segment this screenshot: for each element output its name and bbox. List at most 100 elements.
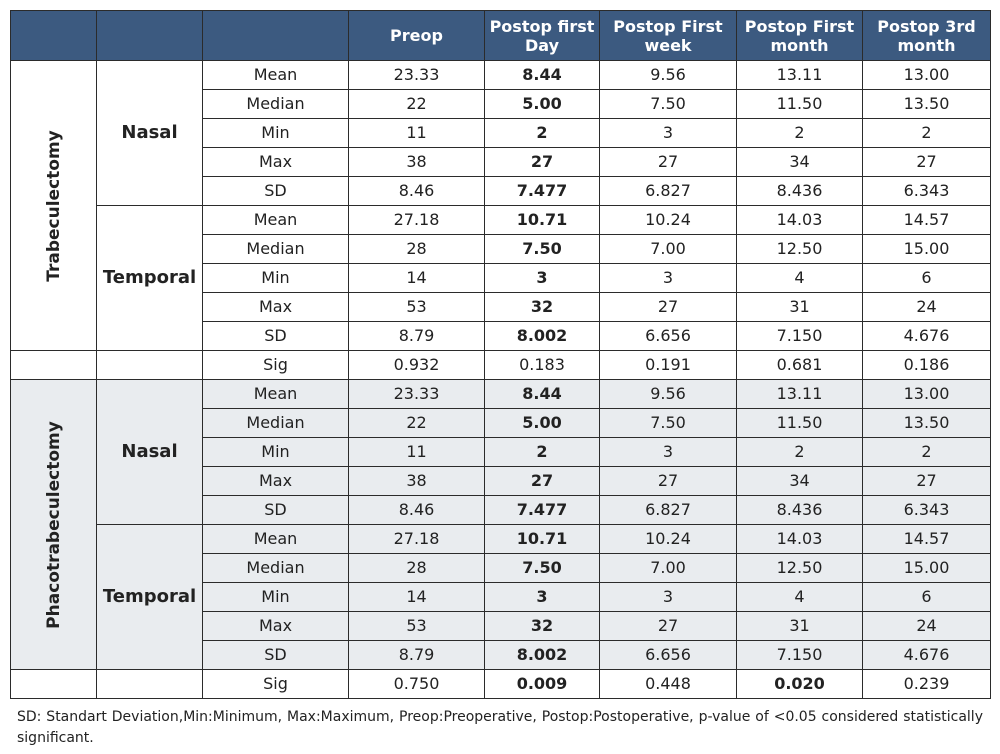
value-cell: 14.57: [862, 524, 991, 554]
value-cell: 10.24: [599, 205, 737, 235]
stat-label: Sig: [202, 350, 349, 380]
stat-label: Min: [202, 437, 349, 467]
stat-label: Min: [202, 118, 349, 148]
header-postop-first-month: Postop First month: [736, 10, 863, 61]
sig-value-cell: 0.932: [348, 350, 485, 380]
stat-label: SD: [202, 321, 349, 351]
table-row: Median 28 7.50 7.00 12.50 15.00: [11, 553, 991, 583]
table-row: Median 22 5.00 7.50 11.50 13.50: [11, 89, 991, 119]
value-cell: 8.44: [484, 379, 600, 409]
header-empty-1: [10, 10, 97, 61]
value-cell: 9.56: [599, 60, 737, 90]
value-cell: 23.33: [348, 379, 485, 409]
value-cell: 7.50: [599, 408, 737, 438]
value-cell: 4: [736, 263, 863, 293]
stat-label: Mean: [202, 60, 349, 90]
value-cell: 15.00: [862, 234, 991, 264]
value-cell: 7.150: [736, 640, 863, 670]
empty-cell: [96, 669, 203, 699]
value-cell: 4: [736, 582, 863, 612]
value-cell: 8.79: [348, 640, 485, 670]
value-cell: 7.477: [484, 495, 600, 525]
value-cell: 6.343: [862, 176, 991, 206]
value-cell: 2: [862, 118, 991, 148]
value-cell: 27: [862, 147, 991, 177]
table-row: Max 38 27 27 34 27: [11, 466, 991, 496]
subgroup-label: Temporal: [96, 524, 203, 670]
value-cell: 22: [348, 89, 485, 119]
stat-label: SD: [202, 640, 349, 670]
group-label: Trabeculectomy: [10, 60, 97, 351]
value-cell: 3: [484, 263, 600, 293]
stat-label: SD: [202, 176, 349, 206]
stat-label: Max: [202, 147, 349, 177]
value-cell: 28: [348, 234, 485, 264]
value-cell: 3: [599, 118, 737, 148]
value-cell: 27.18: [348, 524, 485, 554]
stat-label: Max: [202, 466, 349, 496]
value-cell: 14: [348, 263, 485, 293]
value-cell: 32: [484, 292, 600, 322]
value-cell: 23.33: [348, 60, 485, 90]
footnote: SD: Standart Deviation,Min:Minimum, Max:…: [17, 709, 983, 746]
value-cell: 6.656: [599, 321, 737, 351]
empty-cell: [10, 350, 97, 380]
empty-cell: [96, 350, 203, 380]
value-cell: 38: [348, 466, 485, 496]
group-label-text: Phacotrabeculectomy: [43, 420, 64, 629]
table-row: Max 53 32 27 31 24: [11, 611, 991, 641]
stat-label: Median: [202, 234, 349, 264]
subgroup-label: Temporal: [96, 205, 203, 351]
stat-label: Median: [202, 89, 349, 119]
stat-label: Min: [202, 263, 349, 293]
results-table: Preop Postop first Day Postop First week…: [10, 10, 991, 699]
value-cell: 7.00: [599, 234, 737, 264]
value-cell: 6: [862, 263, 991, 293]
value-cell: 12.50: [736, 234, 863, 264]
value-cell: 31: [736, 611, 863, 641]
value-cell: 7.150: [736, 321, 863, 351]
table-row: SD 8.79 8.002 6.656 7.150 4.676: [11, 640, 991, 670]
value-cell: 3: [599, 263, 737, 293]
header-empty-2: [96, 10, 203, 61]
table-row: SD 8.79 8.002 6.656 7.150 4.676: [11, 321, 991, 351]
value-cell: 6.827: [599, 495, 737, 525]
value-cell: 27: [862, 466, 991, 496]
table-row: Median 28 7.50 7.00 12.50 15.00: [11, 234, 991, 264]
value-cell: 27: [484, 466, 600, 496]
value-cell: 32: [484, 611, 600, 641]
subgroup-label: Nasal: [96, 60, 203, 206]
value-cell: 38: [348, 147, 485, 177]
value-cell: 13.50: [862, 89, 991, 119]
value-cell: 8.46: [348, 495, 485, 525]
sig-value-cell: 0.186: [862, 350, 991, 380]
empty-cell: [10, 669, 97, 699]
stat-label: Mean: [202, 524, 349, 554]
table-row: Min 14 3 3 4 6: [11, 582, 991, 612]
sig-value-cell: 0.183: [484, 350, 600, 380]
value-cell: 27: [599, 611, 737, 641]
stat-label: SD: [202, 495, 349, 525]
table-row: Min 11 2 3 2 2: [11, 118, 991, 148]
value-cell: 13.11: [736, 60, 863, 90]
value-cell: 11.50: [736, 89, 863, 119]
value-cell: 14.03: [736, 524, 863, 554]
header-empty-3: [202, 10, 349, 61]
table-row: Phacotrabeculectomy Nasal Mean 23.33 8.44 9.5…: [10, 379, 991, 670]
value-cell: 34: [736, 466, 863, 496]
table-row: Max 38 27 27 34 27: [11, 147, 991, 177]
stat-label: Mean: [202, 205, 349, 235]
header-preop: Preop: [348, 10, 485, 61]
value-cell: 6.827: [599, 176, 737, 206]
value-cell: 34: [736, 147, 863, 177]
value-cell: 13.00: [862, 60, 991, 90]
value-cell: 5.00: [484, 89, 600, 119]
value-cell: 7.477: [484, 176, 600, 206]
value-cell: 7.00: [599, 553, 737, 583]
value-cell: 7.50: [484, 553, 600, 583]
value-cell: 11: [348, 118, 485, 148]
table-row: Temporal Mean 27.18 10.71 10.24 14.03 14.57: [11, 524, 991, 670]
group-label: Phacotrabeculectomy: [10, 379, 97, 670]
value-cell: 27: [599, 466, 737, 496]
stat-label: Max: [202, 611, 349, 641]
